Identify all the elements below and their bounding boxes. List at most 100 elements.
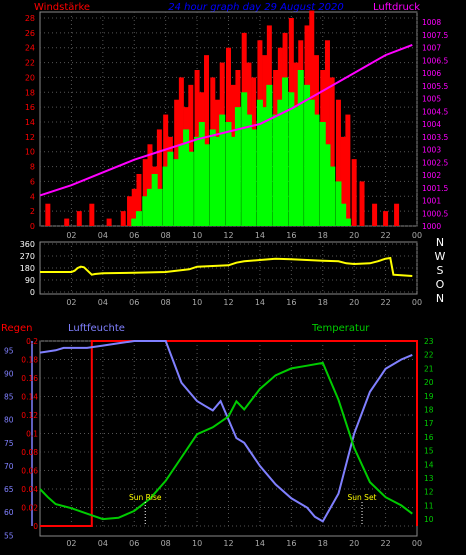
wind-average-bar — [319, 122, 326, 226]
rain-y-tick-label: 0.04 — [21, 485, 38, 494]
temperature-label: Temperatur — [311, 323, 370, 334]
wind-y-tick-label: 22 — [25, 59, 35, 68]
temperature-y-tick-label: 15 — [424, 447, 434, 456]
humidity-y-tick-label: 55 — [4, 531, 14, 540]
temperature-y-tick-label: 11 — [424, 501, 434, 510]
wind-average-bar — [241, 92, 248, 227]
wind-gust-bar — [131, 188, 137, 226]
wind-gust-bar — [156, 129, 162, 226]
wind-y-tick-label: 24 — [25, 44, 35, 53]
wind-gust-bar — [335, 99, 341, 226]
wind-y-tick-label: 10 — [25, 148, 35, 157]
wind-average-bar — [173, 159, 180, 226]
direction-y-tick-label: 360 — [20, 240, 35, 249]
wind-average-bar — [329, 166, 336, 226]
wind-average-bar — [304, 84, 311, 226]
marks-layer — [39, 10, 418, 527]
wind-x-tick-label: 22 — [380, 231, 390, 240]
wind-y-tick-label: 26 — [25, 29, 35, 38]
pressure-y-tick-label: 1007 — [422, 44, 441, 53]
wind-average-bar — [198, 122, 205, 226]
direction-x-tick-label: 04 — [98, 298, 108, 307]
wind-y-tick-label: 4 — [30, 192, 35, 201]
rain-y-tick-label: 0.2 — [26, 337, 38, 346]
temperature-y-tick-label: 23 — [424, 337, 434, 346]
pressure-y-tick-label: 1001.5 — [422, 184, 448, 193]
humidity-y-tick-label: 80 — [4, 416, 14, 425]
wind-average-bar — [230, 136, 237, 226]
wind-x-tick-label: 20 — [349, 231, 359, 240]
direction-x-tick-label: 06 — [129, 298, 139, 307]
wind-average-bar — [266, 84, 273, 226]
direction-compass-label: O — [436, 278, 445, 291]
wind-average-bar — [187, 151, 194, 226]
sun-event-label: Sun Rise — [129, 493, 162, 502]
wind-x-tick-label: 08 — [161, 231, 171, 240]
wind-gust-bar — [127, 196, 133, 226]
wind-gust-bar — [142, 159, 148, 226]
wind-gust-bar — [64, 218, 70, 226]
pressure-y-tick-label: 1006.5 — [422, 56, 448, 65]
pressure-y-tick-label: 1003 — [422, 146, 441, 155]
wind-average-bar — [167, 151, 174, 226]
wind-gust-bar — [147, 144, 153, 226]
pressure-y-tick-label: 1000 — [422, 222, 441, 231]
temperature-y-tick-label: 20 — [424, 378, 434, 387]
wind-average-bar — [282, 77, 289, 226]
climate-x-tick-label: 14 — [255, 539, 265, 548]
wind-gust-bar — [120, 211, 126, 226]
pressure-y-tick-label: 1005.5 — [422, 82, 448, 91]
rain-y-tick-label: 0.16 — [21, 374, 38, 383]
wind-average-bar — [313, 114, 320, 226]
wind-average-bar — [288, 92, 295, 227]
wind-gust-bar — [383, 211, 389, 226]
wind-average-bar — [135, 211, 142, 226]
humidity-y-tick-label: 60 — [4, 508, 14, 517]
rain-label: Regen — [1, 323, 33, 334]
direction-y-tick-label: 270 — [20, 252, 35, 261]
rain-y-tick-label: 0.1 — [26, 430, 38, 439]
rain-y-tick-label: 0.02 — [21, 504, 38, 513]
wind-gust-bar — [324, 40, 330, 227]
pressure-y-tick-label: 1002 — [422, 171, 441, 180]
header-right-label: Luftdruck — [373, 2, 420, 13]
wind-y-tick-label: 0 — [30, 222, 35, 231]
wind-average-bar — [214, 136, 221, 226]
direction-x-tick-label: 18 — [318, 298, 328, 307]
direction-compass-label: S — [437, 264, 444, 277]
humidity-y-tick-label: 65 — [4, 485, 14, 494]
climate-x-tick-label: 06 — [129, 539, 139, 548]
direction-x-tick-label: 12 — [223, 298, 233, 307]
sun-event-label: Sun Set — [348, 493, 377, 502]
wind-x-tick-label: 12 — [223, 231, 233, 240]
wind-average-bar — [308, 99, 315, 226]
direction-y-tick-label: 180 — [20, 264, 35, 273]
wind-gust-bar — [394, 203, 400, 226]
wind-gust-bar — [204, 55, 210, 227]
wind-y-tick-label: 6 — [30, 177, 35, 186]
pressure-y-tick-label: 1007.5 — [422, 31, 448, 40]
wind-average-bar — [261, 107, 268, 226]
wind-gust-bar — [89, 203, 95, 226]
climate-x-tick-label: 16 — [286, 539, 296, 548]
wind-average-bar — [219, 114, 226, 226]
temperature-y-tick-label: 10 — [424, 515, 434, 524]
direction-x-tick-label: 10 — [192, 298, 202, 307]
wind-gust-bar — [351, 159, 357, 226]
wind-average-bar — [245, 114, 252, 226]
rain-y-tick-label: 0.14 — [21, 393, 38, 402]
wind-average-bar — [183, 129, 190, 226]
wind-average-bar — [277, 99, 284, 226]
pressure-y-tick-label: 1000.5 — [422, 209, 448, 218]
header-left-label: Windstärke — [34, 2, 90, 13]
wind-y-tick-label: 12 — [25, 133, 35, 142]
wind-average-bar — [225, 122, 232, 226]
wind-y-tick-label: 8 — [30, 163, 35, 172]
wind-x-tick-label: 18 — [318, 231, 328, 240]
direction-x-tick-label: 08 — [161, 298, 171, 307]
pressure-line — [39, 43, 413, 197]
wind-x-tick-label: 06 — [129, 231, 139, 240]
humidity-label: Luftfeuchte — [68, 323, 125, 334]
rain-y-tick-label: 0.06 — [21, 467, 38, 476]
